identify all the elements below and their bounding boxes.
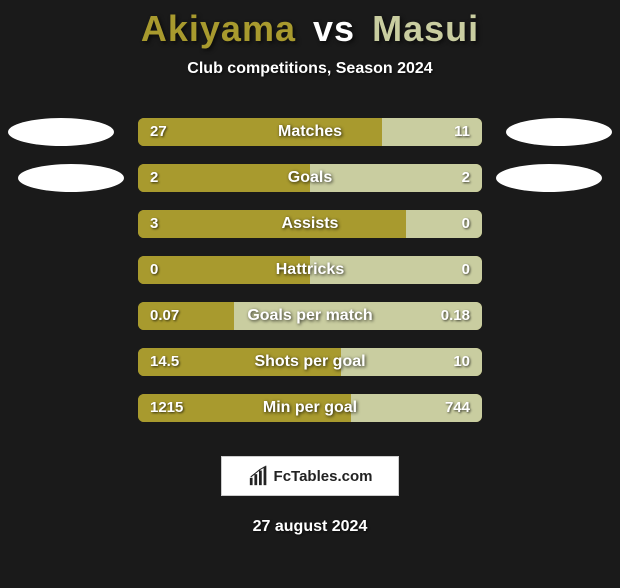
stat-value-right: 0 [462, 210, 470, 238]
stat-row: 00Hattricks [0, 256, 620, 284]
stat-row: 14.510Shots per goal [0, 348, 620, 376]
bar-track [138, 164, 482, 192]
vs-label: vs [313, 8, 355, 49]
stat-row: 1215744Min per goal [0, 394, 620, 422]
bar-track [138, 210, 482, 238]
stat-value-left: 2 [150, 164, 158, 192]
stat-value-right: 11 [454, 118, 470, 146]
footer-date: 27 august 2024 [0, 518, 620, 536]
stat-value-right: 0 [462, 256, 470, 284]
stat-value-right: 10 [453, 348, 470, 376]
stat-value-left: 14.5 [150, 348, 179, 376]
bar-right [406, 210, 482, 238]
branding-text: FcTables.com [274, 468, 373, 485]
fctables-icon [248, 465, 270, 487]
stat-value-left: 3 [150, 210, 158, 238]
bar-left [138, 118, 382, 146]
stat-row: 2711Matches [0, 118, 620, 146]
bar-track [138, 302, 482, 330]
bar-track [138, 256, 482, 284]
player2-name: Masui [372, 8, 479, 49]
bar-right [310, 256, 482, 284]
bar-track [138, 348, 482, 376]
stat-value-right: 744 [445, 394, 470, 422]
bar-track [138, 394, 482, 422]
stat-value-left: 0 [150, 256, 158, 284]
bar-right [310, 164, 482, 192]
player1-name: Akiyama [141, 8, 296, 49]
branding-badge: FcTables.com [221, 456, 399, 496]
stat-value-left: 0.07 [150, 302, 179, 330]
bar-left [138, 164, 310, 192]
stat-value-left: 1215 [150, 394, 183, 422]
stat-row: 30Assists [0, 210, 620, 238]
bar-left [138, 256, 310, 284]
stat-value-left: 27 [150, 118, 167, 146]
stat-value-right: 2 [462, 164, 470, 192]
page-title: Akiyama vs Masui [0, 8, 620, 50]
subtitle: Club competitions, Season 2024 [0, 60, 620, 78]
bar-track [138, 118, 482, 146]
stat-row: 22Goals [0, 164, 620, 192]
bar-left [138, 210, 406, 238]
stat-value-right: 0.18 [441, 302, 470, 330]
stat-row: 0.070.18Goals per match [0, 302, 620, 330]
comparison-chart: 2711Matches22Goals30Assists00Hattricks0.… [0, 118, 620, 422]
